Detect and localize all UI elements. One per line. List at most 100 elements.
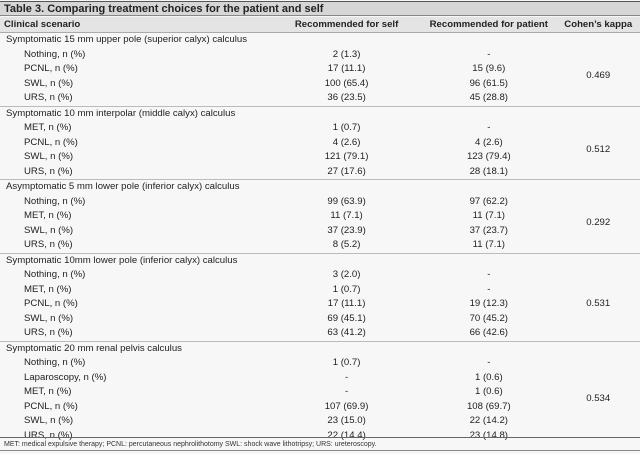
empty-cell	[556, 179, 640, 195]
table-row: PCNL, n (%) 17 (11.1) 15 (9.6)	[0, 62, 640, 77]
table-row: PCNL, n (%) 17 (11.1) 19 (12.3)	[0, 297, 640, 312]
treatment-label: PCNL, n (%)	[24, 136, 78, 148]
patient-value: 96 (61.5)	[469, 77, 508, 89]
scenario-label: Symptomatic 10mm lower pole (inferior ca…	[0, 252, 557, 268]
patient-value: 66 (42.6)	[469, 327, 508, 338]
self-value: 8 (5.2)	[332, 239, 361, 250]
self-value: -	[344, 386, 349, 397]
table-row: URS, n (%) 63 (41.2) 66 (42.6)	[0, 326, 640, 341]
treatment-label: Nothing, n (%)	[24, 48, 86, 60]
self-value: 2 (1.3)	[332, 48, 361, 60]
patient-value: 28 (18.1)	[469, 165, 508, 177]
treatment-label: URS, n (%)	[24, 327, 73, 338]
patient-value: 108 (69.7)	[466, 400, 511, 412]
patient-value: 19 (12.3)	[469, 298, 508, 309]
treatment-label: URS, n (%)	[24, 92, 73, 103]
table-row: Nothing, n (%) 3 (2.0) - 0.531	[0, 268, 640, 309]
self-value: 1 (0.7)	[332, 283, 361, 295]
kappa-value: 0.512	[586, 143, 611, 155]
patient-value: -	[487, 269, 491, 280]
table-row: URS, n (%) 27 (17.6) 28 (18.1)	[0, 165, 640, 180]
treatment-label: MET, n (%)	[24, 122, 72, 133]
self-value: 11 (7.1)	[330, 210, 363, 221]
table-row: SWL, n (%) 23 (15.0) 22 (14.2)	[0, 414, 640, 429]
treatment-label: PCNL, n (%)	[24, 400, 78, 412]
self-value: 1 (0.7)	[332, 357, 361, 368]
empty-cell	[556, 252, 640, 268]
header-row: Clinical scenario Recommended for self R…	[0, 17, 640, 33]
treatment-label: URS, n (%)	[24, 429, 73, 441]
self-value: 22 (14.4)	[327, 429, 366, 441]
kappa-value: 0.292	[586, 217, 611, 229]
header-recommended-self: Recommended for self	[272, 17, 422, 33]
empty-cell	[556, 105, 640, 121]
patient-value: 11 (7.1)	[472, 239, 505, 250]
scenario-label: Asymptomatic 5 mm lower pole (inferior c…	[0, 179, 557, 195]
self-value: 121 (79.1)	[324, 151, 369, 162]
self-value: 69 (45.1)	[327, 312, 366, 324]
treatment-label: URS, n (%)	[24, 239, 73, 250]
scenario-row: Symptomatic 20 mm renal pelvis calculus	[0, 340, 640, 356]
treatment-label: SWL, n (%)	[24, 77, 74, 89]
kappa-value: 0.534	[586, 393, 611, 405]
empty-cell	[556, 33, 640, 48]
scenario-label: Symptomatic 10 mm interpolar (middle cal…	[0, 105, 557, 121]
treatment-label: Nothing, n (%)	[24, 357, 86, 368]
empty-cell	[556, 340, 640, 356]
table-row: MET, n (%) 1 (0.7) - 0.512	[0, 121, 640, 155]
treatment-label: URS, n (%)	[24, 165, 73, 177]
table-row: PCNL, n (%) 4 (2.6) 4 (2.6)	[0, 136, 640, 151]
patient-value: 4 (2.6)	[474, 136, 503, 148]
scenario-label: Symptomatic 20 mm renal pelvis calculus	[0, 340, 557, 356]
table-row: Nothing, n (%) 1 (0.7) - 0.534	[0, 356, 640, 404]
table-row: Nothing, n (%) 2 (1.3) - 0.469	[0, 48, 640, 82]
treatment-label: SWL, n (%)	[24, 312, 74, 324]
treatment-label: Nothing, n (%)	[24, 269, 86, 280]
kappa-value: 0.469	[586, 70, 611, 82]
treatment-table: Clinical scenario Recommended for self R…	[0, 17, 640, 443]
kappa-value: 0.531	[586, 298, 611, 309]
patient-value: 23 (14.8)	[469, 429, 508, 441]
table-row: MET, n (%) 1 (0.7) -	[0, 283, 640, 298]
table-row: URS, n (%) 36 (23.5) 45 (28.8)	[0, 91, 640, 106]
patient-value: 1 (0.6)	[474, 386, 503, 397]
patient-value: -	[487, 357, 491, 368]
self-value: 99 (63.9)	[327, 195, 366, 207]
table-row: MET, n (%) 11 (7.1) 11 (7.1)	[0, 209, 640, 224]
scenario-row: Symptomatic 10 mm interpolar (middle cal…	[0, 105, 640, 121]
table-row: SWL, n (%) 121 (79.1) 123 (79.4)	[0, 150, 640, 165]
treatment-label: SWL, n (%)	[24, 224, 74, 236]
patient-value: 1 (0.6)	[474, 371, 503, 383]
treatment-label: MET, n (%)	[24, 210, 72, 221]
header-clinical-scenario: Clinical scenario	[0, 17, 272, 33]
self-value: 37 (23.9)	[327, 224, 366, 236]
self-value: 17 (11.1)	[327, 298, 366, 309]
table-row: PCNL, n (%) 107 (69.9) 108 (69.7)	[0, 400, 640, 415]
patient-value: -	[487, 283, 491, 295]
table-row: Laparoscopy, n (%) - 1 (0.6)	[0, 371, 640, 386]
patient-value: 45 (28.8)	[469, 92, 508, 103]
self-value: 36 (23.5)	[327, 92, 366, 103]
treatment-label: SWL, n (%)	[24, 415, 74, 426]
table-row: URS, n (%) 22 (14.4) 23 (14.8)	[0, 429, 640, 444]
patient-value: 97 (62.2)	[469, 195, 508, 207]
table-row: Nothing, n (%) 99 (63.9) 97 (62.2) 0.292	[0, 195, 640, 229]
self-value: 100 (65.4)	[324, 77, 369, 89]
table-row: SWL, n (%) 37 (23.9) 37 (23.7)	[0, 224, 640, 239]
treatment-label: PCNL, n (%)	[24, 63, 78, 74]
treatment-label: SWL, n (%)	[24, 151, 74, 162]
patient-value: -	[487, 122, 491, 133]
table-row: MET, n (%) - 1 (0.6)	[0, 385, 640, 400]
scenario-row: Asymptomatic 5 mm lower pole (inferior c…	[0, 179, 640, 195]
self-value: 107 (69.9)	[324, 400, 369, 412]
self-value: 3 (2.0)	[332, 269, 361, 280]
scenario-label: Symptomatic 15 mm upper pole (superior c…	[6, 34, 248, 45]
scenario-row: Symptomatic 10mm lower pole (inferior ca…	[0, 252, 640, 268]
patient-value: 15 (9.6)	[472, 63, 506, 74]
table-title: Table 3. Comparing treatment choices for…	[0, 1, 640, 16]
self-value: 27 (17.6)	[327, 165, 366, 177]
self-value: 1 (0.7)	[332, 122, 361, 133]
self-value: 17 (11.1)	[327, 63, 366, 74]
self-value: -	[344, 371, 349, 383]
